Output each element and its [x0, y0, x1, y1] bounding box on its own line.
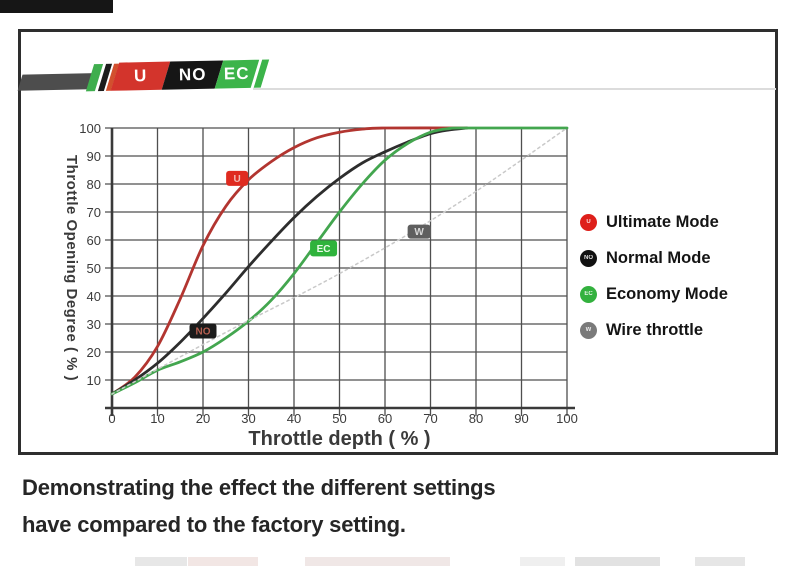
y-tick-label-50: 50 [87, 261, 101, 276]
plot-area: 0 10 20 30 40 50 60 70 80 90 100 10 20 30 40 50 60 70 80 90… [79, 121, 578, 426]
curve-wire-throttle [111, 127, 568, 395]
curve-economy-mode [110, 126, 569, 396]
x-tick-label-70: 70 [423, 411, 437, 426]
y-tick-label-100: 100 [79, 121, 101, 136]
legend-dot-w: W [580, 321, 597, 339]
logo-letter-u: U [133, 66, 148, 86]
legend-label: Wire throttle [606, 320, 704, 339]
x-tick-label-60: 60 [378, 411, 392, 426]
caption-line-1: Demonstrating the effect the different s… [22, 475, 496, 500]
x-tick-label-30: 30 [241, 411, 255, 426]
legend-dot-letter: EC [584, 291, 593, 297]
curve-tag-label-u: U [234, 174, 241, 185]
legend-item-normal-mode: NO Normal Mode [580, 240, 728, 276]
legend-item-economy-mode: EC Economy Mode [580, 276, 728, 312]
y-tick-label-90: 90 [87, 149, 101, 164]
logo-rule-line [253, 88, 776, 90]
figure-caption: Demonstrating the effect the different s… [22, 469, 642, 543]
caption-line-2: have compared to the factory setting. [22, 512, 406, 537]
logo-gray-bar [17, 73, 95, 91]
curve-tag-u [226, 170, 249, 186]
bottom-smudge-4 [575, 557, 660, 566]
curve-tag-w [407, 224, 431, 239]
x-tick-label-40: 40 [287, 411, 301, 426]
unoec-logo: U NO EC [14, 57, 285, 99]
bottom-smudge-5 [695, 557, 745, 566]
x-tick-label-50: 50 [332, 411, 346, 426]
logo-block-ec: EC [214, 59, 260, 89]
logo-block-no: NO [161, 60, 224, 90]
x-tick-label-10: 10 [150, 411, 164, 426]
chart-svg: 0 10 20 30 40 50 60 70 80 90 100 10 20 30 40 50 60 70 80 90… [79, 121, 578, 426]
x-axis-title: Throttle depth ( % ) [248, 428, 431, 450]
x-tick-label-20: 20 [196, 411, 210, 426]
y-tick-label-70: 70 [87, 205, 101, 220]
curve-tag-label-no: NO [196, 327, 211, 338]
legend-item-wire-throttle: W Wire throttle [580, 312, 728, 348]
top-left-black-bar [0, 0, 113, 13]
bottom-smudge-3 [520, 557, 565, 566]
logo-letter-no: NO [178, 64, 207, 85]
y-tick-label-10: 10 [87, 373, 101, 388]
legend-dot-no: NO [580, 249, 597, 267]
legend-dot-letter: NO [584, 255, 593, 261]
curve-normal-mode [110, 126, 469, 396]
y-axis-title: Throttle Opening Degree ( % ) [63, 154, 80, 382]
curve-tag-ec [310, 240, 338, 257]
y-tick-label-40: 40 [87, 289, 101, 304]
legend-label: Economy Mode [606, 284, 728, 303]
curve-tag-label-w: W [414, 227, 424, 238]
x-tick-label-90: 90 [514, 411, 528, 426]
x-tick-label-80: 80 [469, 411, 483, 426]
logo-block-u: U [110, 61, 171, 91]
y-tick-label-80: 80 [87, 177, 101, 192]
bottom-smudge-2 [305, 557, 450, 566]
figure-frame [18, 29, 778, 455]
legend-label: Normal Mode [606, 248, 711, 267]
y-tick-label-60: 60 [87, 233, 101, 248]
y-tick-label-30: 30 [87, 317, 101, 332]
curve-tag-label-ec: EC [317, 244, 331, 255]
curve-tag-no [189, 323, 217, 339]
legend-label: Ultimate Mode [606, 212, 719, 231]
x-tick-label-0: 0 [108, 411, 115, 426]
bottom-smudge-0 [135, 557, 187, 566]
logo-letter-ec: EC [223, 63, 250, 84]
chart-legend: U Ultimate Mode NO Normal Mode EC Economy Mod… [580, 204, 728, 348]
legend-dot-u: U [580, 213, 597, 231]
y-tick-label-20: 20 [87, 345, 101, 360]
x-tick-label-100: 100 [556, 411, 578, 426]
legend-item-ultimate-mode: U Ultimate Mode [580, 204, 728, 240]
legend-dot-letter: W [585, 327, 592, 333]
bottom-smudge-1 [188, 557, 258, 566]
legend-dot-letter: U [586, 219, 591, 225]
legend-dot-ec: EC [580, 285, 597, 303]
curve-ultimate-mode [110, 126, 469, 396]
